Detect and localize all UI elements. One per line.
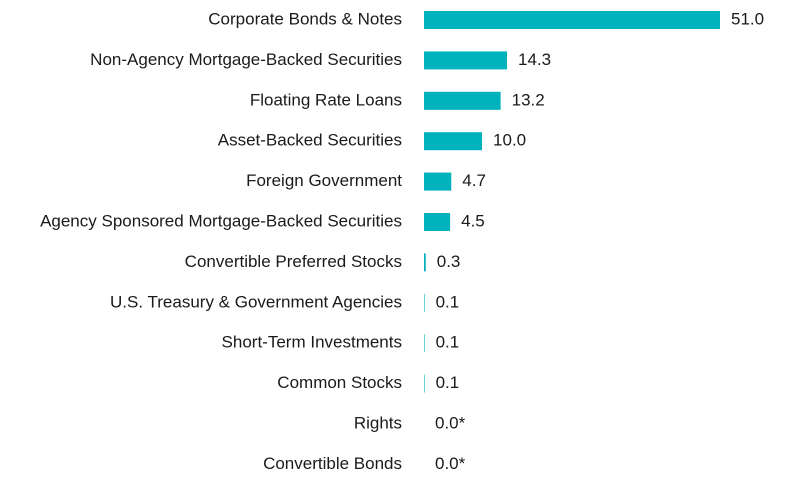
bar [424,11,720,29]
value-label: 0.0* [435,454,466,473]
bar [424,132,483,151]
category-label: Foreign Government [246,171,402,190]
category-label: Asset-Backed Securities [218,131,402,150]
bar [424,51,507,70]
bar [424,213,451,231]
value-label: 0.3 [437,252,461,271]
category-label: Short-Term Investments [222,333,402,352]
bar [424,374,425,393]
value-label: 14.3 [518,50,551,69]
category-label: Convertible Bonds [263,454,402,473]
bar [424,334,425,353]
category-label: Convertible Preferred Stocks [185,252,402,271]
value-label: 0.1 [436,333,460,352]
category-label: U.S. Treasury & Government Agencies [110,292,402,311]
value-label: 10.0 [493,131,526,150]
bar [424,91,501,110]
category-label: Floating Rate Loans [250,90,402,109]
bar [424,253,426,272]
value-label: 13.2 [512,90,545,109]
value-label: 4.5 [461,211,485,230]
category-label: Common Stocks [277,373,402,392]
value-label: 0.0* [435,413,466,432]
value-label: 51.0 [731,9,764,28]
bar [424,172,452,191]
value-label: 4.7 [462,171,486,190]
value-label: 0.1 [436,373,460,392]
category-label: Rights [354,413,402,432]
category-label: Agency Sponsored Mortgage-Backed Securit… [40,211,402,230]
category-label: Non-Agency Mortgage-Backed Securities [90,50,402,69]
category-label: Corporate Bonds & Notes [208,9,402,28]
bar [424,293,425,312]
value-label: 0.1 [436,292,460,311]
